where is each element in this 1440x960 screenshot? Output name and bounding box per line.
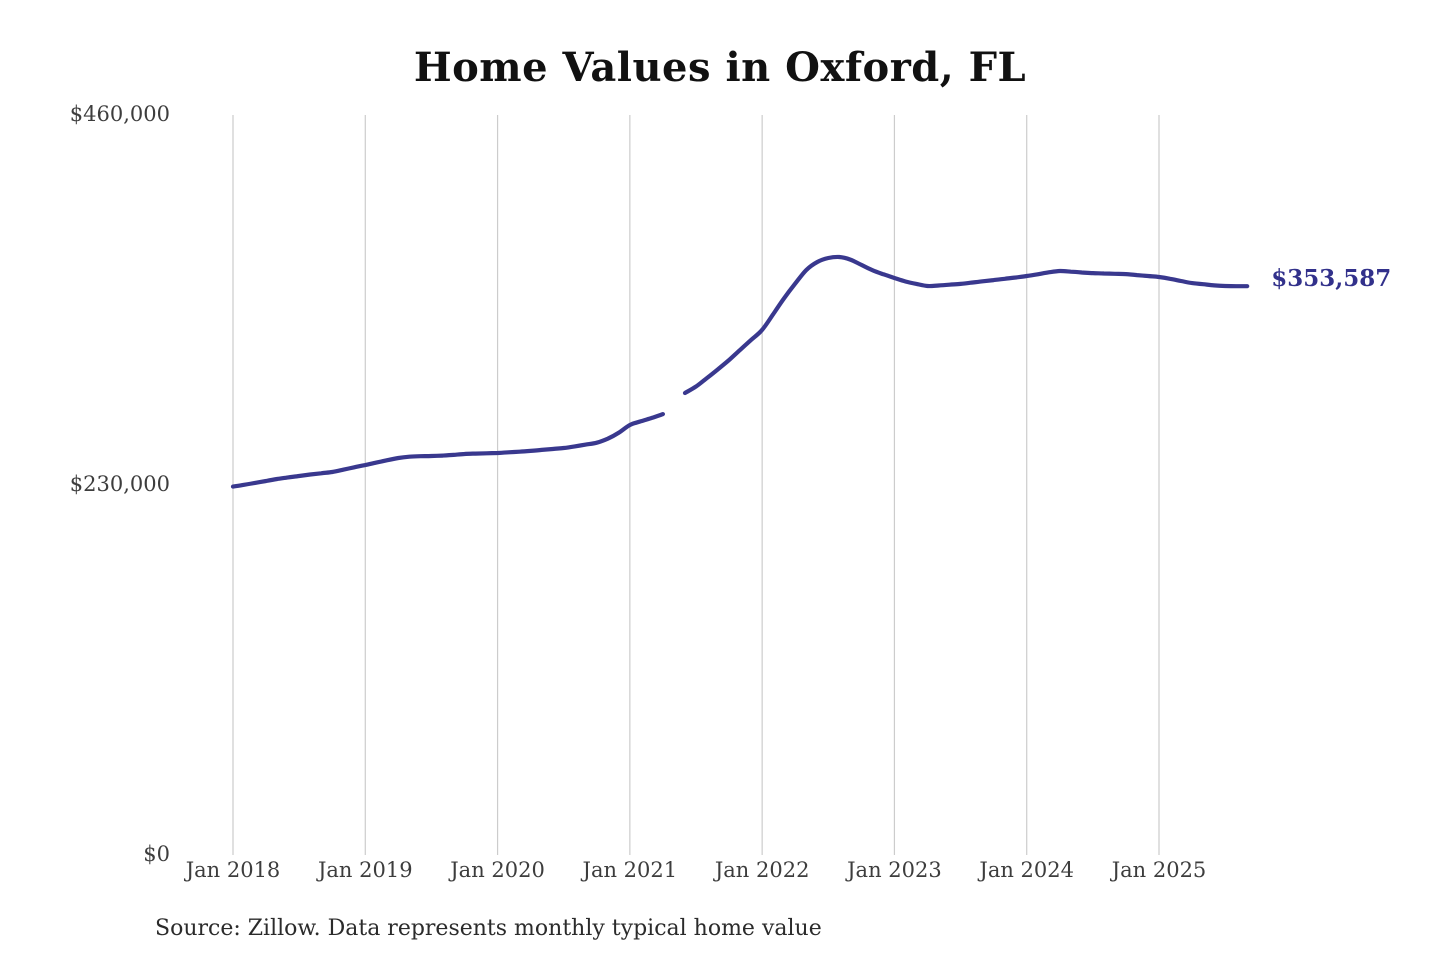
latest-value-label: $353,587 [1271, 265, 1392, 293]
y-tick-label: $0 [143, 842, 170, 866]
x-tick-label: Jan 2023 [847, 858, 942, 882]
home-value-line [230, 412, 665, 489]
x-tick-label: Jan 2020 [450, 858, 545, 882]
x-tick-label: Jan 2019 [317, 858, 413, 882]
x-tick-label: Jan 2022 [714, 858, 810, 882]
y-tick-label: $460,000 [69, 102, 170, 126]
chart-title: Home Values in Oxford, FL [413, 44, 1027, 91]
x-tick-label: Jan 2024 [979, 858, 1074, 882]
home-value-line [682, 254, 1250, 396]
x-tick-label: Jan 2021 [582, 858, 678, 882]
x-tick-label: Jan 2025 [1111, 858, 1207, 882]
source-note: Source: Zillow. Data represents monthly … [155, 916, 822, 941]
x-tick-label: Jan 2018 [185, 858, 281, 882]
y-tick-label: $230,000 [69, 472, 170, 496]
